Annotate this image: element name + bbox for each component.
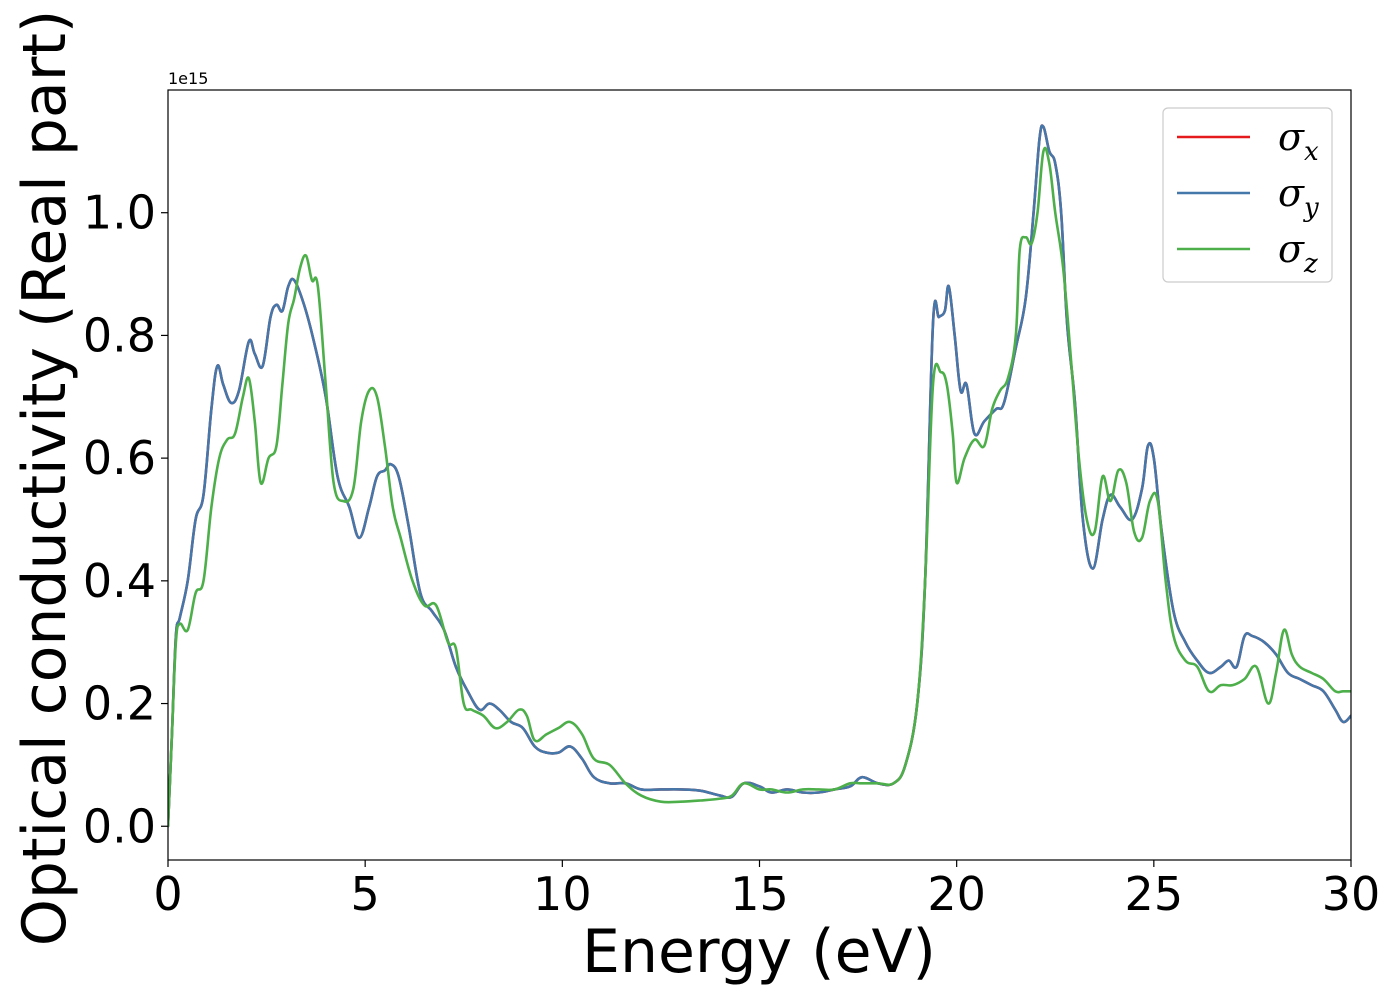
legend-box [1162,107,1333,283]
x-axis: 0 5 10 15 20 25 30 [153,860,1380,921]
x-tick-label: 10 [533,867,592,921]
y-axis: 0.0 0.2 0.4 0.6 0.8 1.0 [83,186,168,853]
y-tick-label: 0.2 [83,677,156,731]
legend-label-z: σz [1278,227,1318,279]
x-tick-label: 15 [730,867,789,921]
x-tick-label: 30 [1322,867,1381,921]
legend-label-x: σx [1278,115,1319,167]
x-tick-label: 0 [153,867,182,921]
y-tick-label: 0.4 [83,554,156,608]
y-offset-label: 1e15 [168,69,208,88]
x-tick-label: 25 [1125,867,1184,921]
y-axis-label: Optical conductivity (Real part) [10,10,80,947]
y-tick-label: 0.6 [83,431,156,485]
x-axis-label: Energy (eV) [582,917,936,987]
y-tick-label: 0.0 [83,799,156,853]
series-line-z [168,146,1351,828]
y-tick-label: 1.0 [83,186,156,240]
series-line-y [168,124,1351,828]
series-layer [168,124,1351,828]
y-tick-label: 0.8 [83,308,156,362]
x-tick-label: 5 [351,867,380,921]
legend-label-y: σy [1278,171,1319,223]
x-tick-label: 20 [927,867,986,921]
